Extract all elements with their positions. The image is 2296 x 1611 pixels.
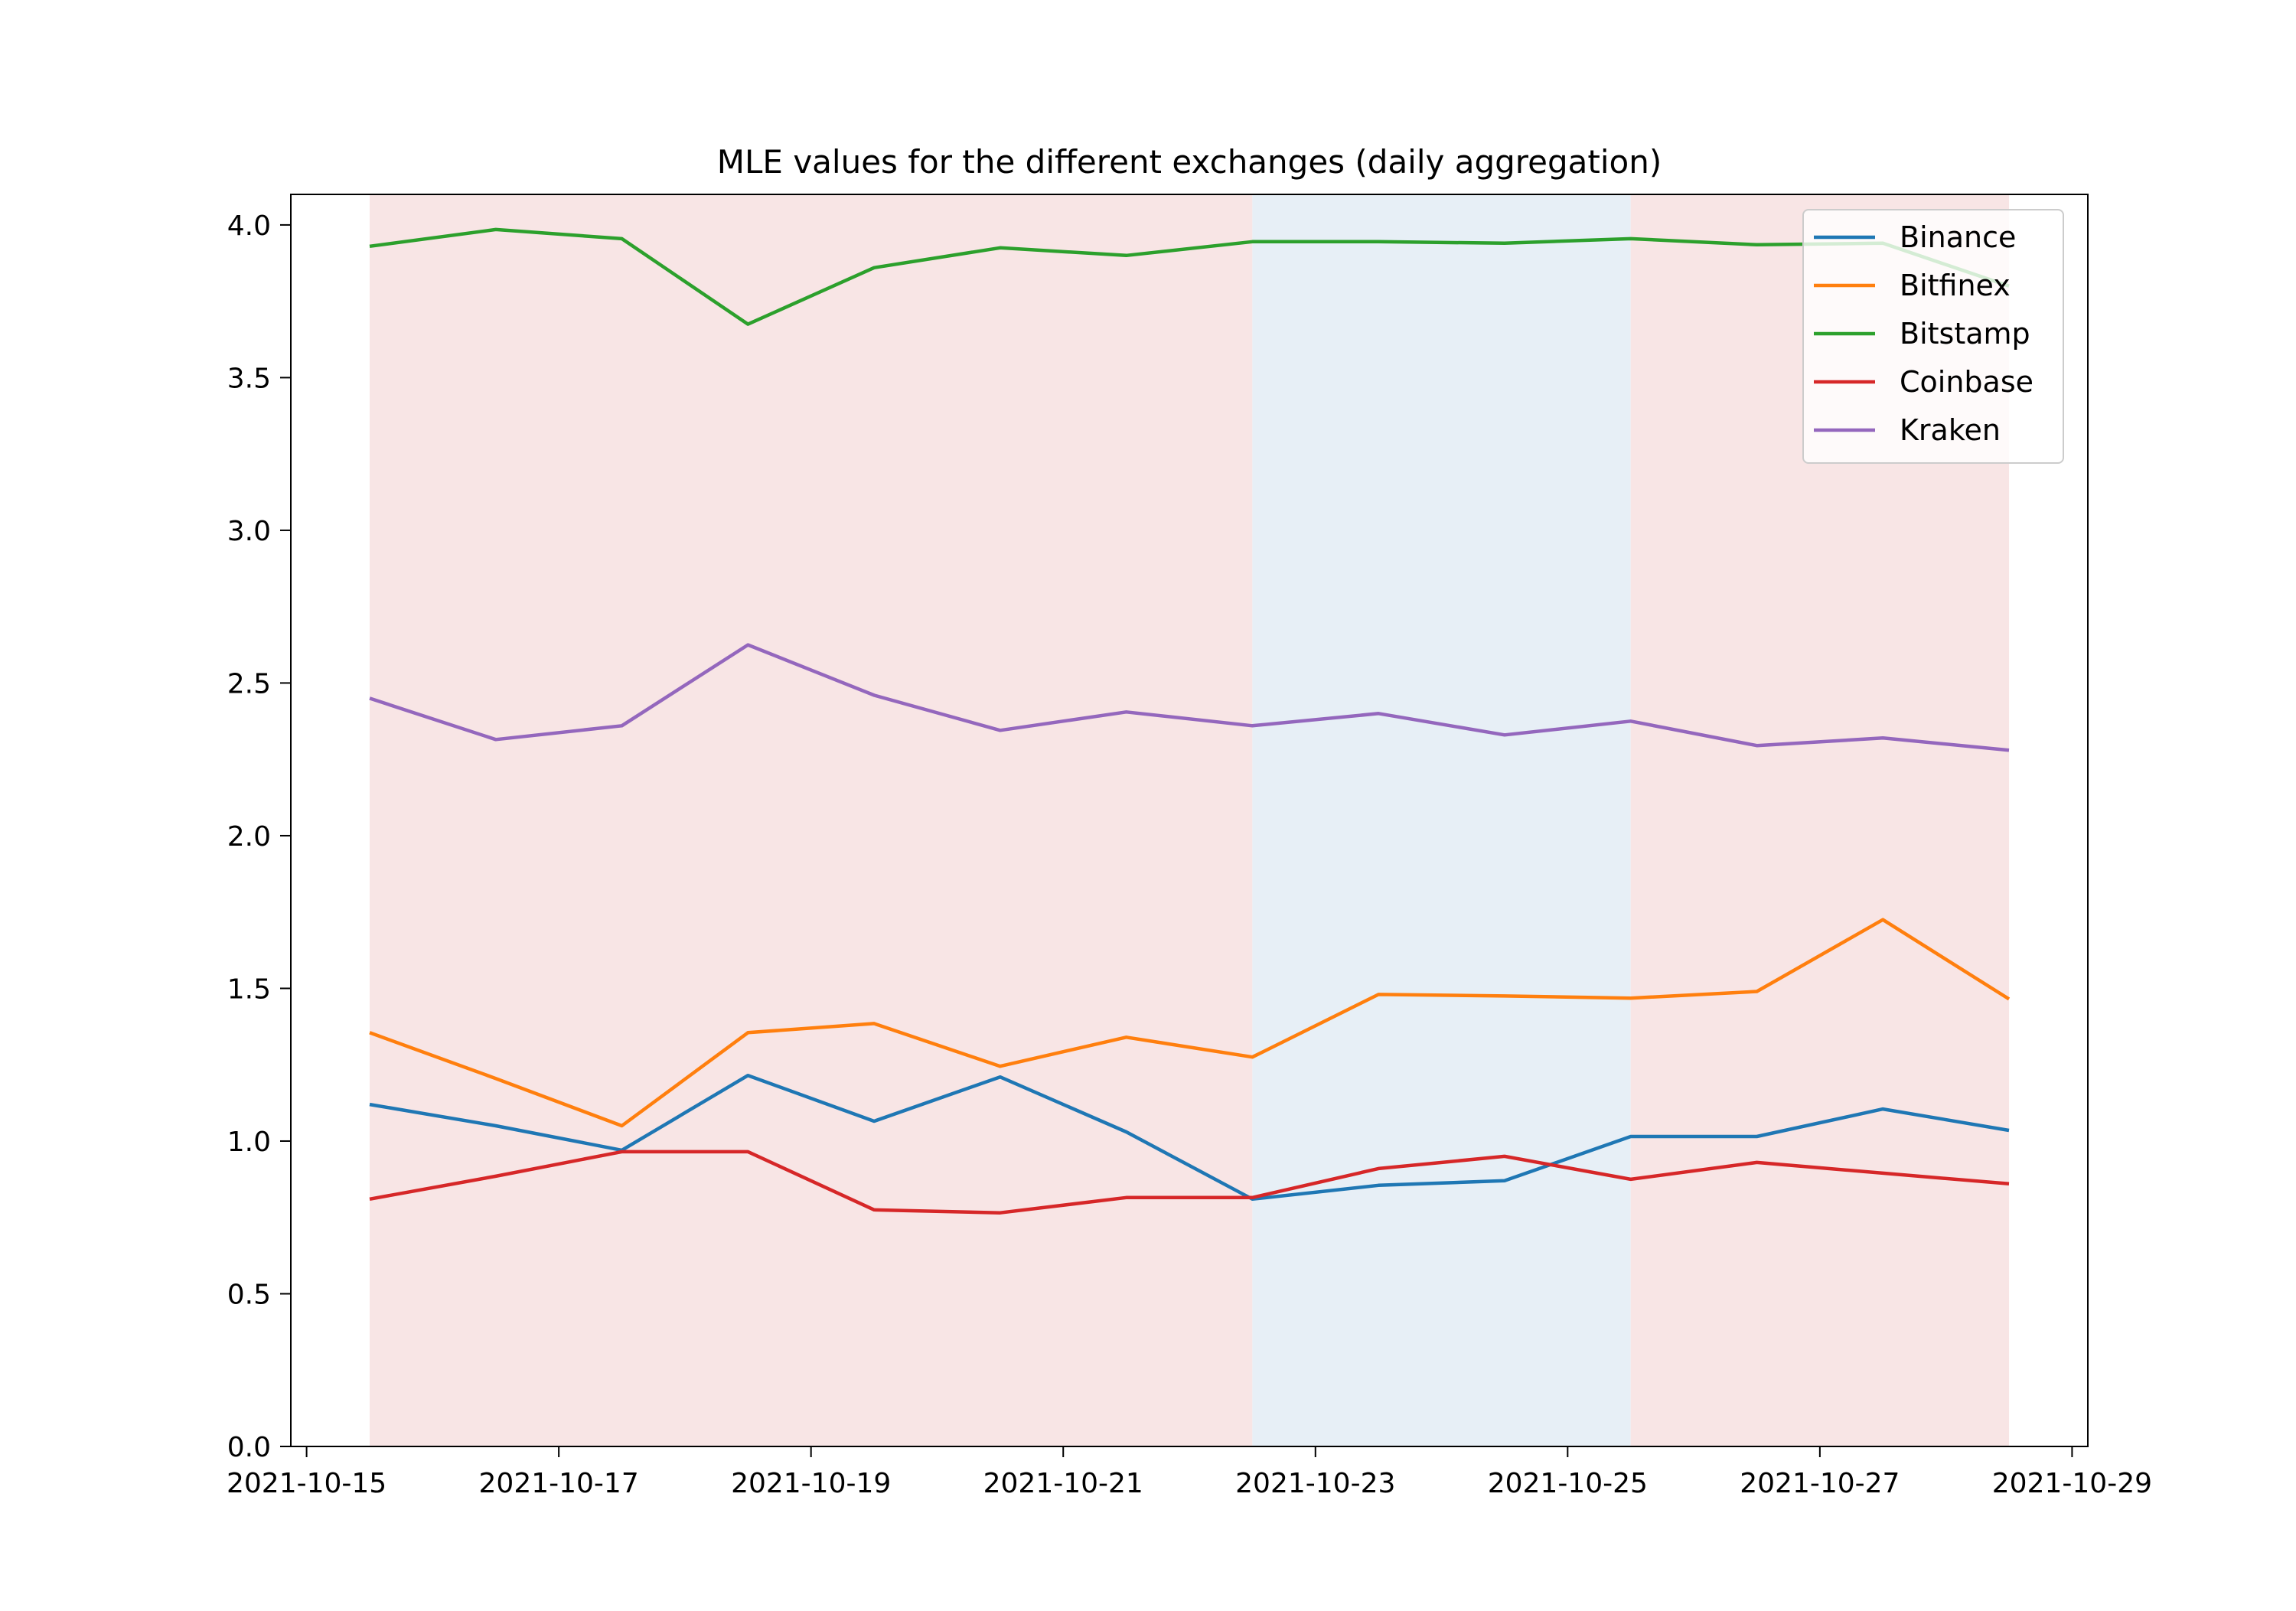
x-tick-label: 2021-10-19 xyxy=(731,1468,891,1499)
legend-label-kraken: Kraken xyxy=(1900,413,2001,447)
x-tick-label: 2021-10-23 xyxy=(1235,1468,1395,1499)
series-line-binance xyxy=(369,1073,2010,1202)
plot-frame xyxy=(290,194,2089,1447)
legend-label-binance: Binance xyxy=(1900,220,2016,254)
series-line-coinbase xyxy=(369,1150,2010,1215)
chart-title: MLE values for the different exchanges (… xyxy=(717,143,1662,181)
legend-label-bitfinex: Bitfinex xyxy=(1900,269,2011,302)
legend-box xyxy=(1802,209,2064,464)
y-tick-label: 1.5 xyxy=(227,973,271,1005)
x-tick-label: 2021-10-27 xyxy=(1740,1468,1900,1499)
y-tick-label: 3.5 xyxy=(227,363,271,394)
y-tick-label: 1.0 xyxy=(227,1127,271,1158)
legend-label-bitstamp: Bitstamp xyxy=(1900,317,2030,351)
y-tick-label: 2.0 xyxy=(227,821,271,853)
y-tick-label: 3.0 xyxy=(227,516,271,547)
x-tick-label: 2021-10-17 xyxy=(479,1468,639,1499)
x-tick-label: 2021-10-21 xyxy=(983,1468,1143,1499)
y-tick-label: 4.0 xyxy=(227,210,271,242)
series-line-bitfinex xyxy=(369,918,2011,1128)
shaded-region-1 xyxy=(369,194,1253,1446)
shaded-region-2 xyxy=(1252,194,1631,1446)
x-tick-label: 2021-10-29 xyxy=(1992,1468,2152,1499)
y-tick-label: 2.5 xyxy=(227,668,271,700)
y-tick-label: 0.5 xyxy=(227,1279,271,1310)
y-tick-label: 0.0 xyxy=(227,1432,271,1463)
x-tick-label: 2021-10-15 xyxy=(227,1468,386,1499)
legend: Binance Bitfinex Bitstamp Coinbase Kraken xyxy=(1802,209,2064,464)
x-tick-label: 2021-10-25 xyxy=(1488,1468,1648,1499)
legend-label-coinbase: Coinbase xyxy=(1900,365,2033,399)
series-line-bitstamp xyxy=(369,227,2010,326)
series-line-kraken xyxy=(369,643,2010,752)
